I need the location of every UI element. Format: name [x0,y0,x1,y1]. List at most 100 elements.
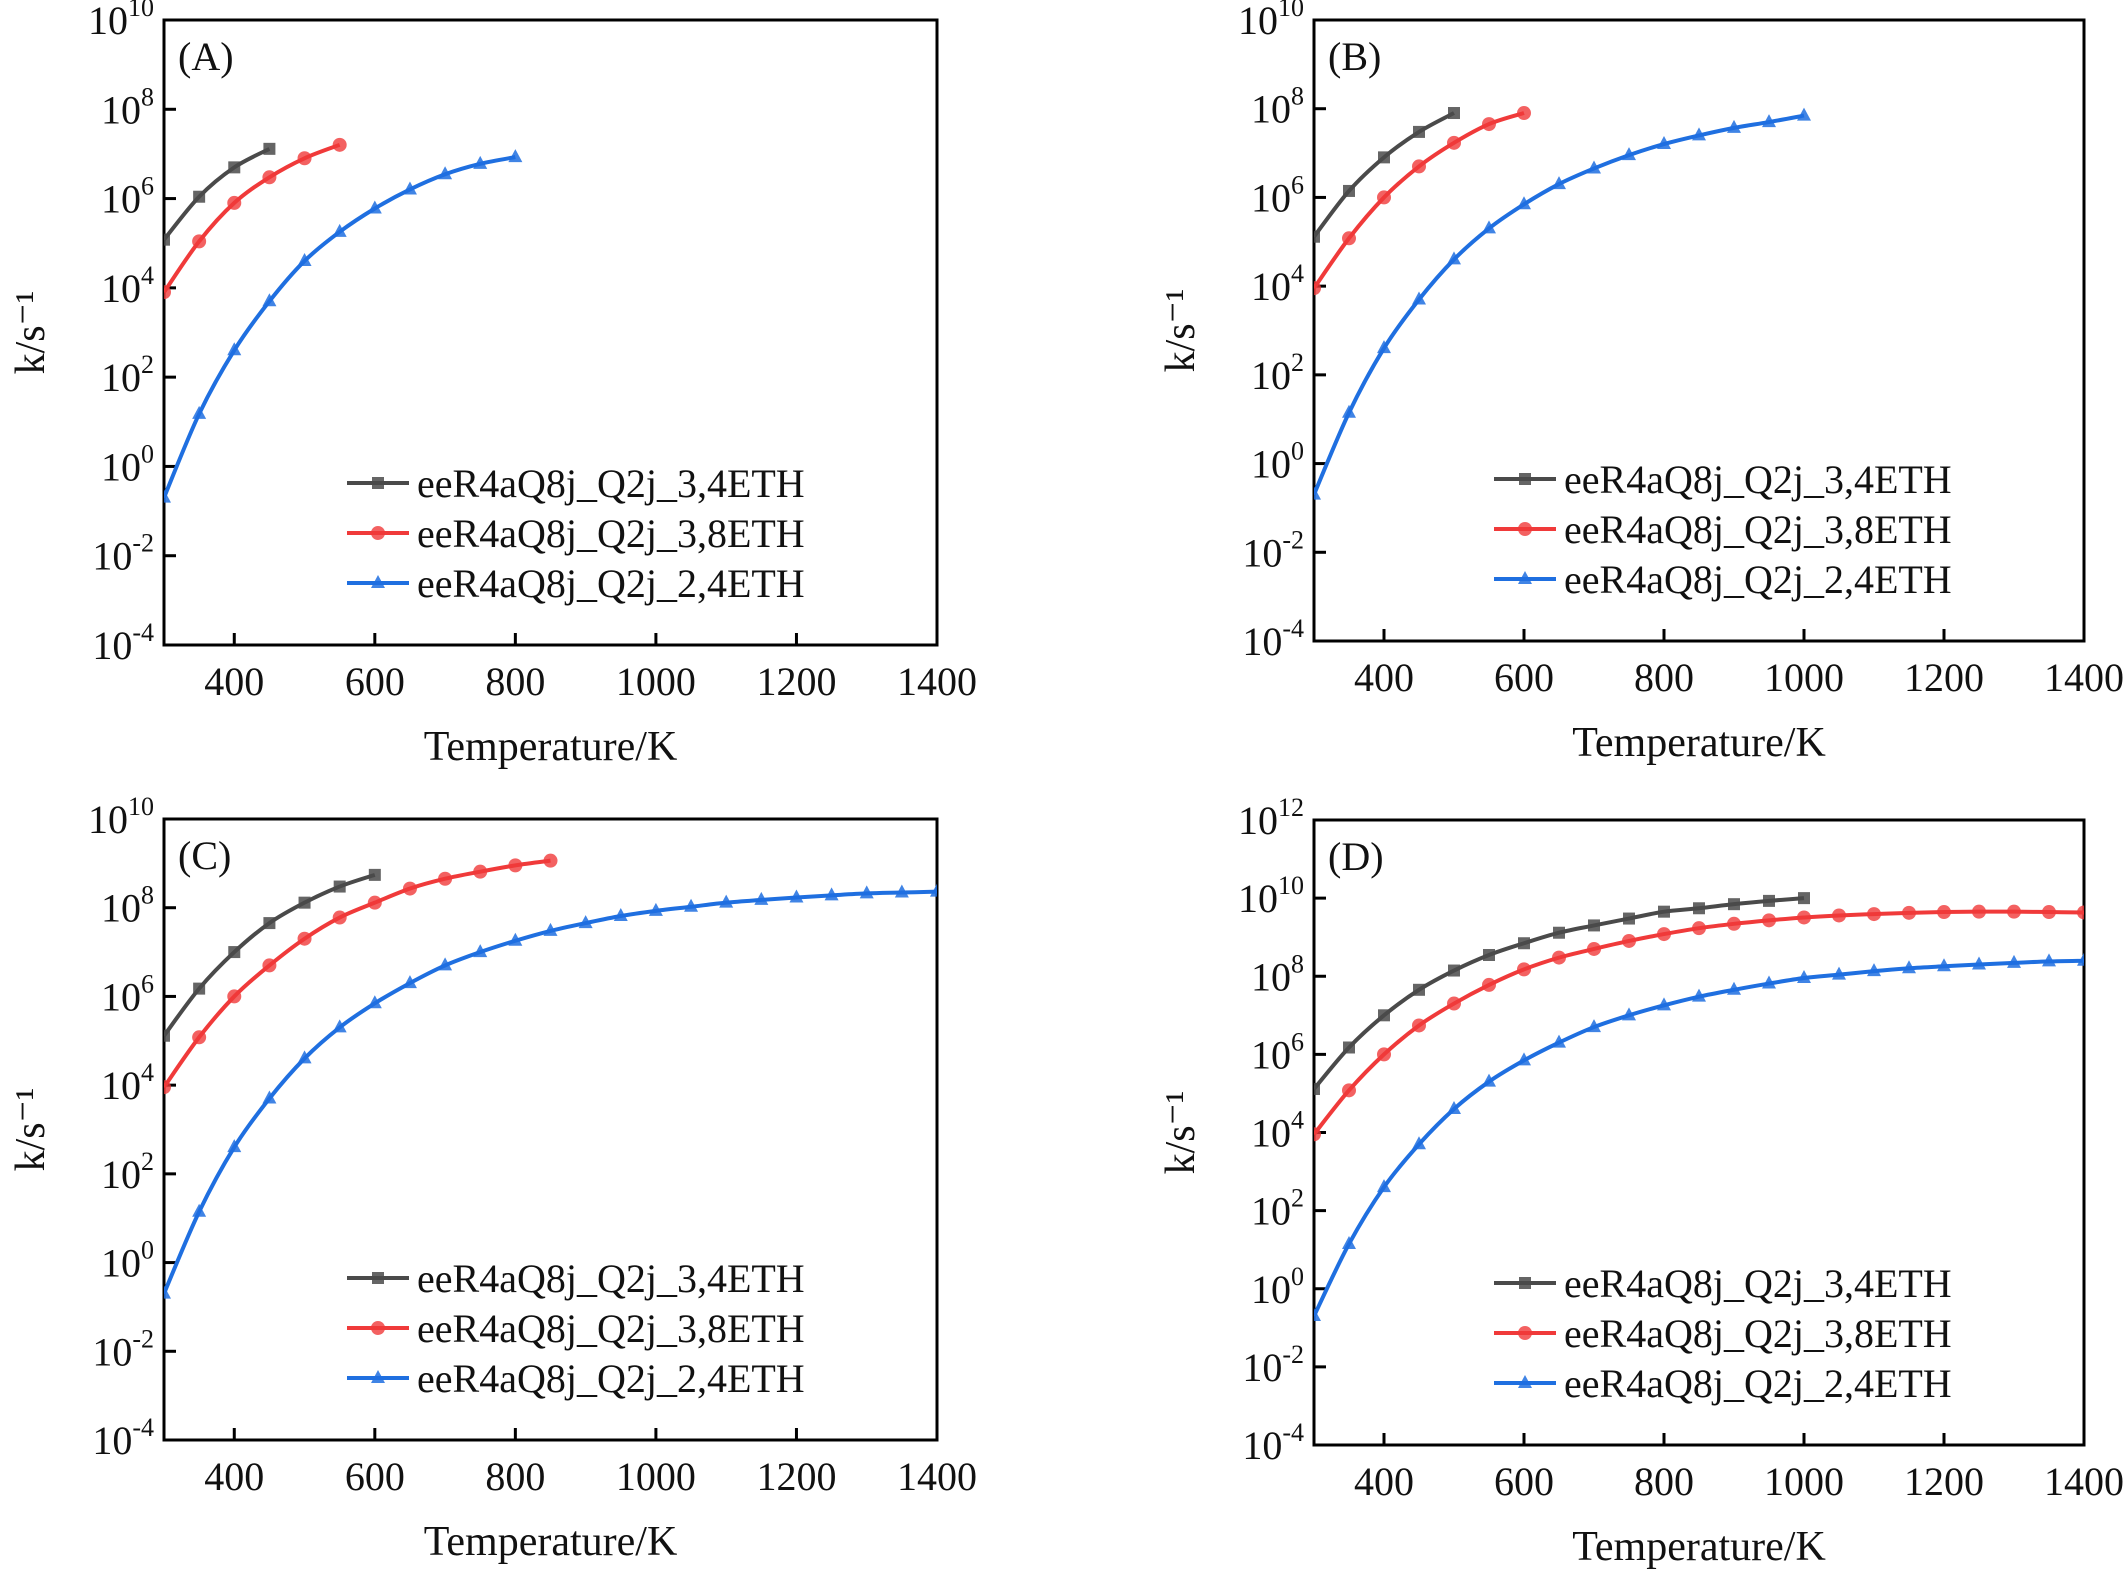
data-point [1587,941,1601,956]
data-point [332,223,347,237]
y-tick-label: 1010 [1238,0,1304,43]
y-axis-label: k/s⁻¹ [8,291,54,375]
data-point [1692,127,1706,141]
data-point [543,853,558,868]
y-tick-label: 102 [1251,1184,1304,1234]
data-point [2007,904,2021,919]
plot-area [1314,106,1811,500]
chart-panel-c: 400 600 800 1000 1200 1400 10-4 10-2 100 102 104 10… [8,792,977,1565]
data-point [1902,960,1916,974]
x-tick-label: 800 [1634,655,1694,700]
data-point [262,1090,277,1104]
y-tick-label: 106 [1251,170,1304,220]
data-point [368,868,381,881]
data-point [1762,975,1776,989]
data-point [1413,983,1425,996]
data-point [2007,954,2021,968]
data-point [719,894,734,908]
data-point [297,931,312,946]
data-point [164,1285,171,1299]
legend-label: eeR4aQ8j_Q2j_3,4ETH [1564,1261,1952,1306]
data-point [262,958,277,973]
data-point [228,946,241,959]
legend-entry: eeR4aQ8j_Q2j_2,4ETH [347,561,805,606]
data-point [508,149,523,163]
series-line [164,155,516,499]
series-line [1314,113,1805,496]
x-tick-label: 400 [204,1454,264,1499]
legend-label: eeR4aQ8j_Q2j_3,4ETH [417,1256,805,1301]
data-point [1972,956,1986,970]
data-point [297,252,312,266]
plot-area [1314,892,2084,1322]
data-point [1623,912,1635,925]
data-point [164,233,170,246]
data-point [1693,902,1705,915]
y-tick-label: 102 [101,1147,154,1197]
data-point [1728,898,1740,911]
y-tick-label: 1012 [1238,793,1304,843]
data-point [1342,1083,1356,1098]
series-triangle [1314,952,2084,1322]
data-point [2077,952,2084,966]
series-square [1314,892,1810,1095]
legend-entry: eeR4aQ8j_Q2j_3,4ETH [1494,457,1952,502]
data-point [1867,907,1881,922]
x-tick-label: 800 [485,659,545,704]
series-triangle [164,883,937,1299]
data-point [684,898,699,912]
data-point [508,932,523,946]
data-point [1377,340,1391,354]
data-point [263,917,276,930]
x-axis-label: Temperature/K [424,1519,678,1565]
data-point [332,1019,347,1033]
y-tick-label: 104 [101,1058,154,1108]
series-line [1314,111,1525,290]
data-point [2077,905,2084,920]
data-point [1867,963,1881,977]
plot-frame [1312,18,2086,643]
data-point [1552,950,1566,965]
data-point [227,989,242,1004]
data-point [402,975,417,989]
data-point [1412,159,1426,174]
data-point [1342,404,1356,418]
x-tick-label: 1000 [616,659,696,704]
x-tick-label: 600 [345,659,405,704]
data-point [1482,1073,1496,1087]
series-square [1314,107,1460,243]
data-point [262,293,277,307]
data-point [297,151,312,166]
series-line [164,147,271,241]
data-point [1447,135,1461,150]
data-point [1727,119,1741,133]
y-tick-label: 10-4 [92,618,154,668]
legend-label: eeR4aQ8j_Q2j_3,8ETH [1564,1311,1952,1356]
data-point [1314,281,1321,296]
plot-area [164,853,937,1299]
data-point [1972,904,1986,919]
data-point [1343,184,1355,197]
data-point [1483,948,1495,961]
x-tick-label: 1200 [756,659,836,704]
series-line [1314,111,1455,238]
y-axis-label: k/s⁻¹ [1158,1091,1204,1175]
data-point [438,871,453,886]
data-point [930,883,937,897]
series-line [164,142,341,294]
data-point [1448,964,1460,977]
y-tick-label: 100 [101,439,154,489]
legend-label: eeR4aQ8j_Q2j_2,4ETH [417,561,805,606]
legend-marker [1518,522,1532,536]
data-point [1314,230,1320,243]
series-circle [164,853,558,1095]
panel-label: (A) [178,34,234,79]
y-tick-label: 102 [1251,348,1304,398]
data-point [193,982,206,995]
x-tick-label: 400 [204,659,264,704]
data-point [227,342,242,356]
data-point [754,891,769,905]
data-point [192,1203,207,1217]
x-tick-label: 1200 [1904,655,1984,700]
legend-entry: eeR4aQ8j_Q2j_3,4ETH [1494,1261,1952,1306]
